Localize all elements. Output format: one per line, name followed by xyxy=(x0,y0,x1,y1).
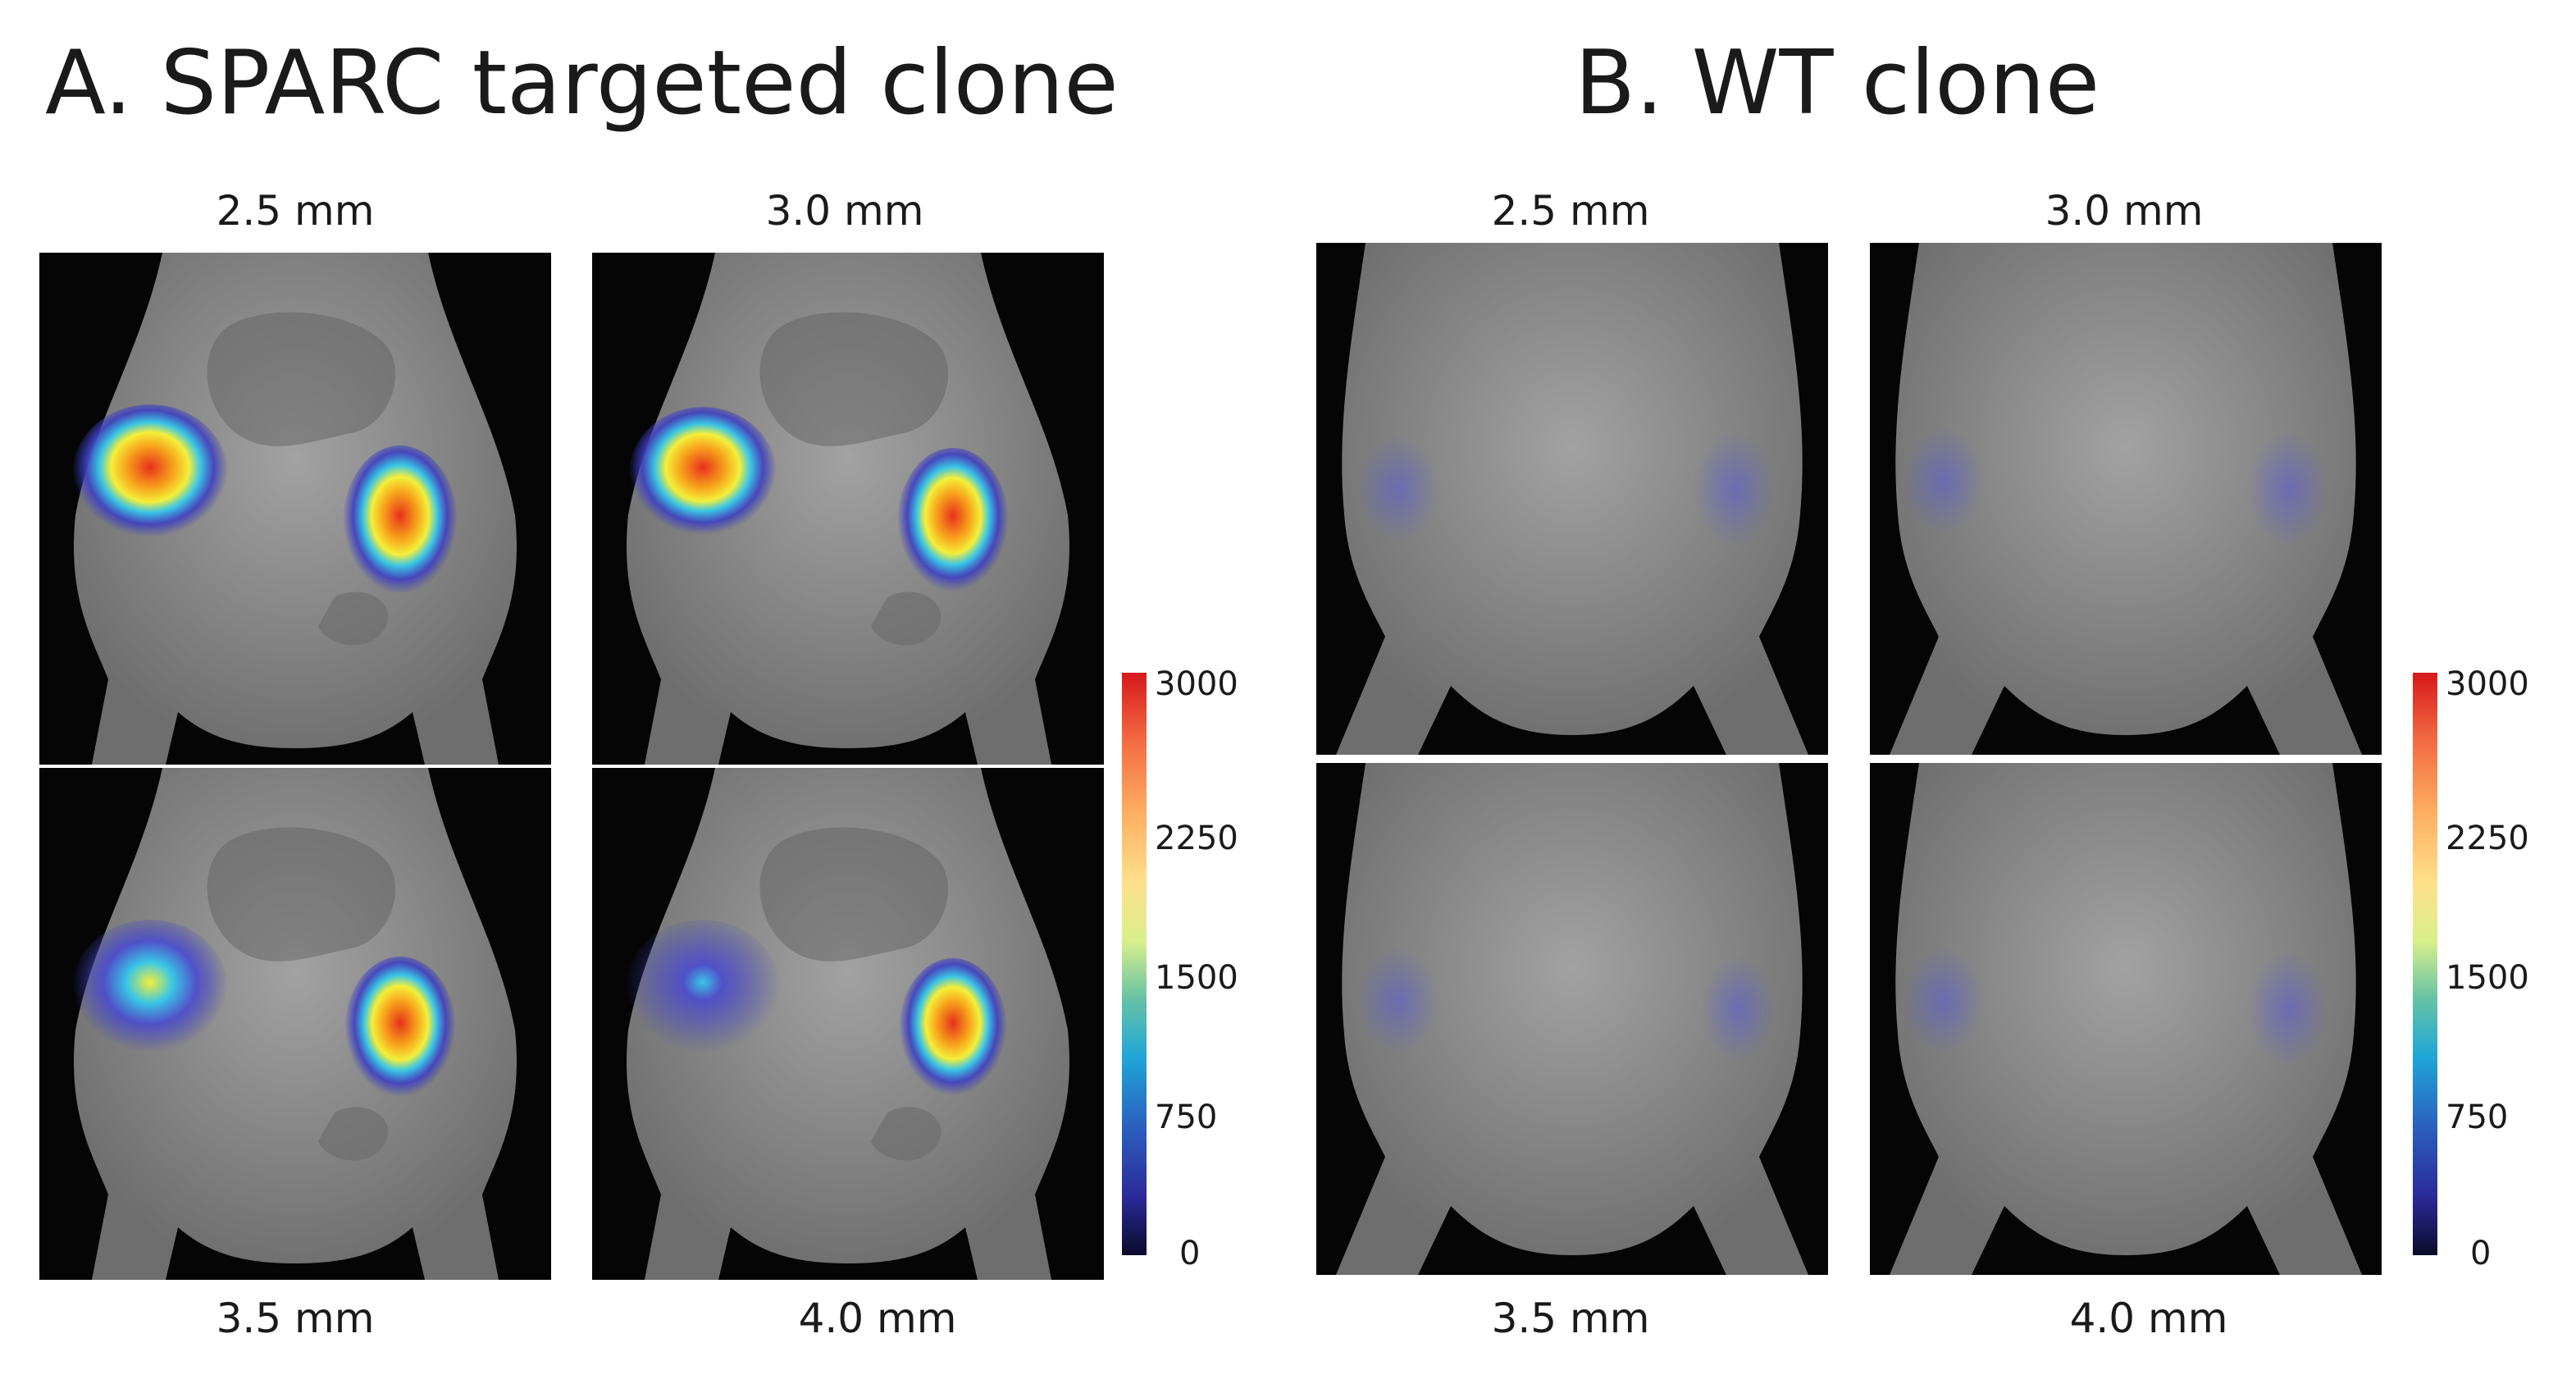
depth-label-b-top-right: 3.0 mm xyxy=(2045,187,2204,235)
colorbar-b-tick-1500: 1500 xyxy=(2446,959,2529,997)
image-b-2-5mm xyxy=(1316,243,1828,755)
panel-a-title: A. SPARC targeted clone xyxy=(45,32,1119,135)
colorbar-a-tick-1500: 1500 xyxy=(1155,959,1238,997)
colorbar-a-tick-0: 0 xyxy=(1179,1235,1201,1272)
image-a-3-0mm xyxy=(592,253,1104,765)
depth-label-a-bottom-left: 3.5 mm xyxy=(216,1295,375,1342)
depth-label-a-top-left: 2.5 mm xyxy=(216,187,375,235)
image-a-4-0mm xyxy=(592,768,1104,1280)
depth-label-a-top-right: 3.0 mm xyxy=(765,187,924,235)
depth-label-b-top-left: 2.5 mm xyxy=(1491,187,1650,235)
image-b-3-5mm xyxy=(1316,763,1828,1275)
depth-label-b-bottom-right: 4.0 mm xyxy=(2069,1295,2228,1342)
depth-label-b-bottom-left: 3.5 mm xyxy=(1491,1295,1650,1342)
colorbar-a-tick-750: 750 xyxy=(1155,1099,1218,1136)
panel-b-title: B. WT clone xyxy=(1575,32,2100,135)
image-a-2-5mm xyxy=(39,253,551,765)
depth-label-a-bottom-right: 4.0 mm xyxy=(798,1295,957,1342)
colorbar-b-tick-2250: 2250 xyxy=(2446,820,2529,857)
colorbar-a xyxy=(1122,673,1147,1255)
colorbar-a-tick-2250: 2250 xyxy=(1155,820,1238,857)
colorbar-b-tick-750: 750 xyxy=(2446,1099,2509,1136)
colorbar-a-tick-3000: 3000 xyxy=(1155,665,1238,703)
image-b-3-0mm xyxy=(1870,243,2382,755)
colorbar-b-tick-3000: 3000 xyxy=(2446,665,2529,703)
colorbar-b xyxy=(2413,673,2437,1255)
colorbar-b-tick-0: 0 xyxy=(2470,1235,2492,1272)
image-a-3-5mm xyxy=(39,768,551,1280)
image-b-4-0mm xyxy=(1870,763,2382,1275)
